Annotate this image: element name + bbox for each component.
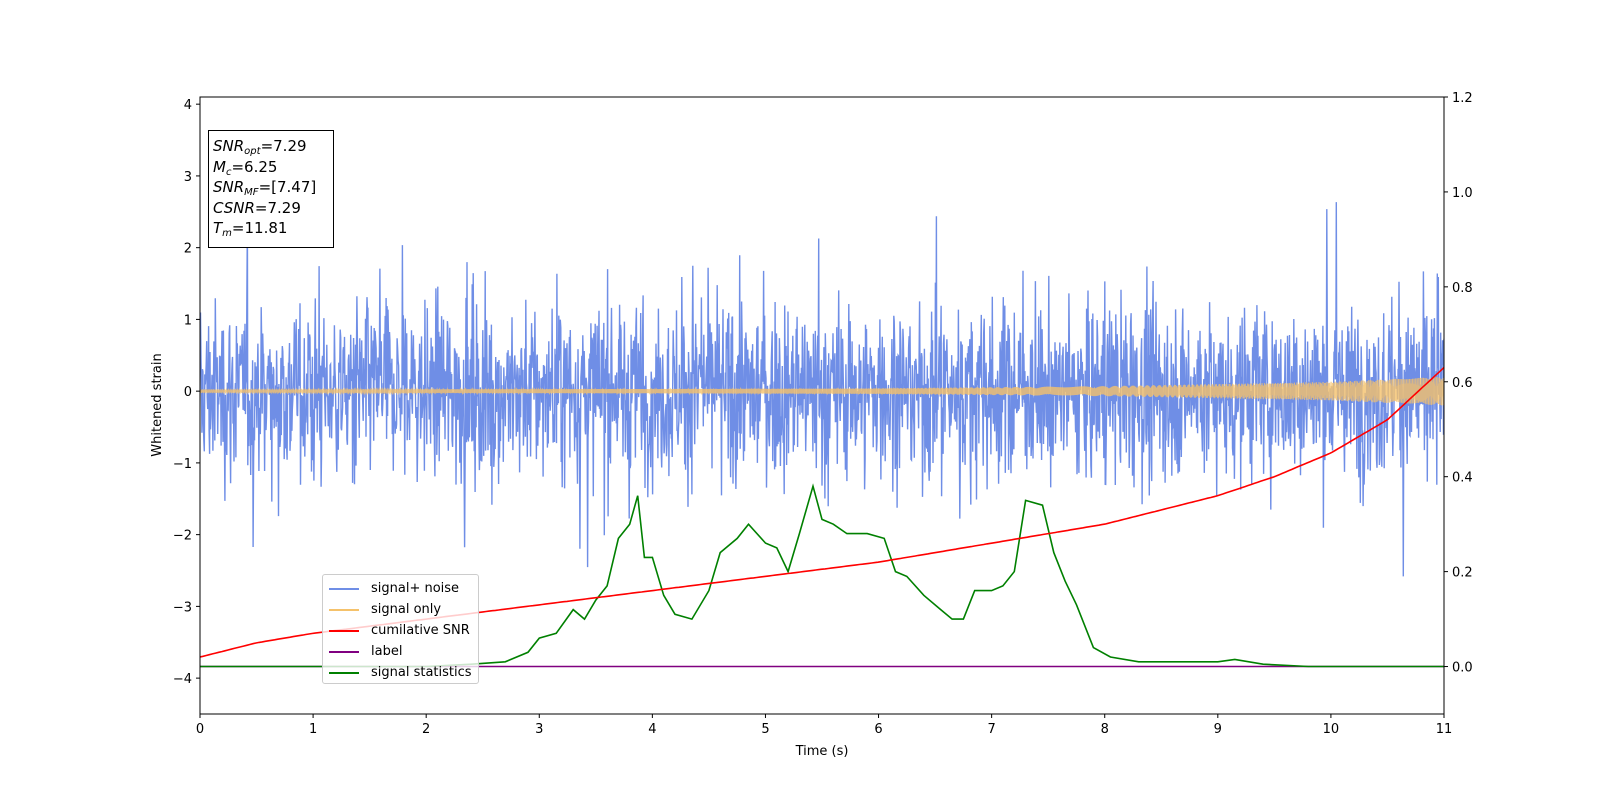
csnr-line: CSNR=7.29 [213, 198, 301, 217]
legend-item-label: label [329, 641, 478, 662]
snr-opt-line: SNRopt=7.29 [213, 137, 307, 157]
y-tick-label: 4 [184, 98, 192, 113]
y2-tick-label: 0.8 [1452, 281, 1473, 296]
y-tick-label: −4 [173, 672, 192, 687]
y-tick-label: −1 [173, 457, 192, 472]
x-tick-label: 2 [422, 722, 430, 737]
x-tick-label: 10 [1323, 722, 1340, 737]
y2-tick-label: 0.0 [1452, 661, 1473, 676]
legend: signal+ noise signal only cumilative SNR… [322, 574, 479, 684]
stats-annotation-box: SNRopt=7.29 Mc=6.25 SNRMF=[7.47] CSNR=7.… [208, 130, 334, 248]
x-tick-label: 8 [1101, 722, 1109, 737]
y-axis-label: Whitened strain [150, 353, 165, 456]
legend-item-signal-noise: signal+ noise [329, 578, 478, 599]
legend-swatch-label [329, 650, 359, 653]
y2-tick-label: 0.4 [1452, 471, 1473, 486]
snr-mf-line: SNRMF=[7.47] [213, 178, 317, 198]
y-tick-label: 3 [184, 170, 192, 185]
signal-statistics-line [200, 483, 1444, 668]
signal-only-series [200, 377, 1444, 406]
y-tick-label: 1 [184, 313, 192, 328]
x-axis-label: Time (s) [795, 744, 849, 759]
signal-noise-series [200, 202, 1444, 577]
x-tick-label: 11 [1436, 722, 1453, 737]
y2-tick-label: 1.2 [1452, 91, 1473, 106]
x-tick-label: 0 [196, 722, 204, 737]
legend-item-signal-only: signal only [329, 599, 478, 620]
legend-swatch-signal-statistics [329, 671, 359, 674]
x-axis: 0 1 2 3 4 5 6 7 8 9 10 11 [196, 714, 1452, 737]
y2-tick-label: 1.0 [1452, 186, 1473, 201]
legend-swatch-signal-only [329, 608, 359, 611]
y-tick-label: −3 [173, 600, 192, 615]
x-tick-label: 3 [535, 722, 543, 737]
x-tick-label: 6 [874, 722, 882, 737]
tm-line: Tm=11.81 [213, 219, 288, 239]
mc-line: Mc=6.25 [213, 157, 278, 178]
y-tick-label: 2 [184, 242, 192, 257]
y2-tick-label: 0.6 [1452, 376, 1473, 391]
y2-tick-label: 0.2 [1452, 566, 1473, 581]
y-tick-label: 0 [184, 385, 192, 400]
x-tick-label: 5 [761, 722, 769, 737]
legend-swatch-cumulative-snr [329, 629, 359, 632]
legend-item-cumulative-snr: cumilative SNR [329, 620, 478, 641]
signal-noise-line [200, 202, 1444, 577]
x-tick-label: 1 [309, 722, 317, 737]
x-tick-label: 7 [987, 722, 995, 737]
y2-axis: 0.0 0.2 0.4 0.6 0.8 1.0 1.2 [1444, 91, 1473, 676]
y-axis: −4 −3 −2 −1 0 1 2 3 4 [173, 98, 200, 687]
plot-frame [199, 96, 1445, 715]
x-tick-label: 4 [648, 722, 656, 737]
legend-item-signal-statistics: signal statistics [329, 662, 478, 683]
legend-swatch-signal-noise [329, 587, 359, 590]
signal-only-line [200, 377, 1444, 406]
y-tick-label: −2 [173, 529, 192, 544]
x-tick-label: 9 [1214, 722, 1222, 737]
